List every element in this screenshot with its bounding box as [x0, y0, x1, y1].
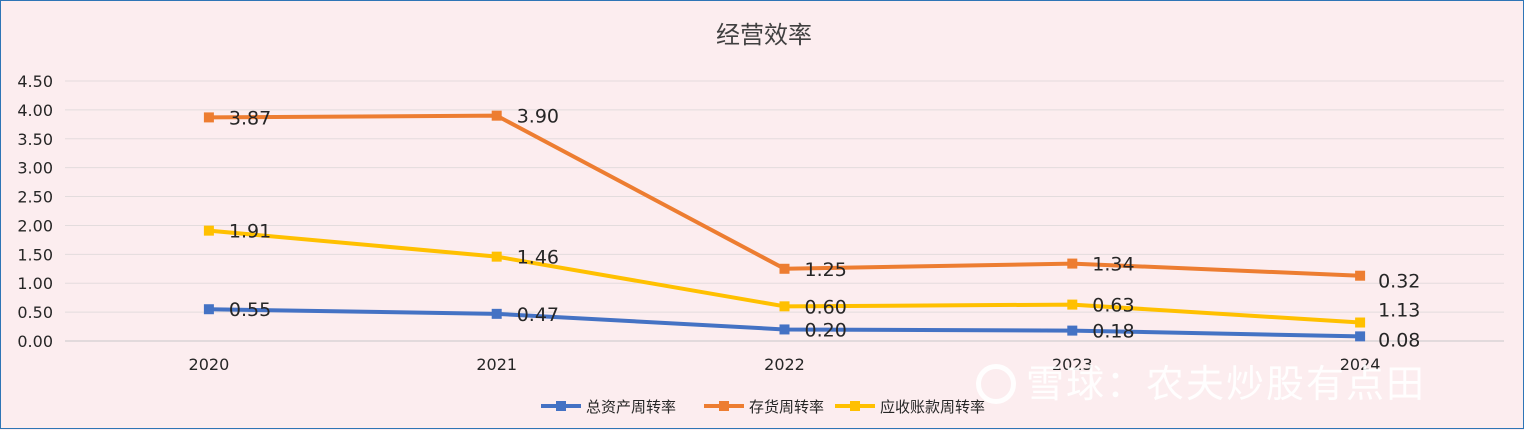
data-point — [1067, 258, 1078, 269]
data-point — [491, 110, 502, 121]
y-tick-label: 1.50 — [17, 245, 53, 264]
data-point — [1355, 270, 1366, 281]
legend-marker — [556, 401, 566, 411]
data-label: 0.20 — [805, 319, 847, 341]
x-tick-label: 2022 — [764, 355, 805, 374]
legend-marker — [719, 401, 729, 411]
legend-label: 存货周转率 — [749, 398, 824, 416]
legend-label: 总资产周转率 — [586, 398, 676, 416]
data-point — [203, 112, 214, 123]
y-tick-label: 4.00 — [17, 101, 53, 120]
y-tick-label: 4.50 — [17, 72, 53, 91]
data-label: 0.32 — [1378, 271, 1420, 293]
y-tick-label: 3.00 — [17, 159, 53, 178]
data-point — [779, 263, 790, 274]
data-label: 0.08 — [1378, 329, 1420, 351]
data-label: 1.91 — [229, 221, 271, 243]
legend-marker — [850, 401, 860, 411]
x-tick-label: 2024 — [1340, 355, 1381, 374]
y-tick-label: 0.00 — [17, 332, 53, 351]
data-point — [203, 304, 214, 315]
data-label: 0.63 — [1092, 295, 1134, 317]
y-tick-label: 0.50 — [17, 303, 53, 322]
series-line — [206, 113, 1363, 278]
data-label: 3.90 — [517, 106, 559, 128]
x-tick-label: 2020 — [189, 355, 230, 374]
data-label: 1.25 — [805, 259, 847, 281]
data-point — [1067, 299, 1078, 310]
y-tick-label: 2.50 — [17, 188, 53, 207]
data-point — [1355, 331, 1366, 342]
data-label: 0.55 — [229, 299, 271, 321]
watermark: 雪球：农夫炒股有点田 — [976, 353, 1426, 408]
data-point — [491, 251, 502, 262]
data-point — [203, 225, 214, 236]
data-label: 1.13 — [1378, 300, 1420, 322]
legend-label: 应收账款周转率 — [880, 398, 985, 416]
data-label: 0.47 — [517, 304, 559, 326]
y-tick-label: 1.00 — [17, 274, 53, 293]
data-label: 1.34 — [1092, 254, 1134, 276]
data-label: 3.87 — [229, 107, 271, 129]
data-point — [1067, 325, 1078, 336]
data-label: 0.60 — [805, 296, 847, 318]
snowball-logo-icon — [976, 363, 1016, 404]
data-label: 0.18 — [1092, 321, 1134, 343]
data-point — [779, 324, 790, 335]
y-tick-label: 3.50 — [17, 130, 53, 149]
x-tick-label: 2023 — [1052, 355, 1093, 374]
watermark-text: 雪球：农夫炒股有点田 — [1026, 362, 1427, 406]
data-point — [491, 308, 502, 319]
y-tick-label: 2.00 — [17, 216, 53, 235]
data-label: 1.46 — [517, 247, 559, 269]
data-point — [779, 301, 790, 312]
x-tick-label: 2021 — [476, 355, 517, 374]
chart-title: 经营效率 — [716, 21, 812, 49]
data-point — [1355, 317, 1366, 328]
